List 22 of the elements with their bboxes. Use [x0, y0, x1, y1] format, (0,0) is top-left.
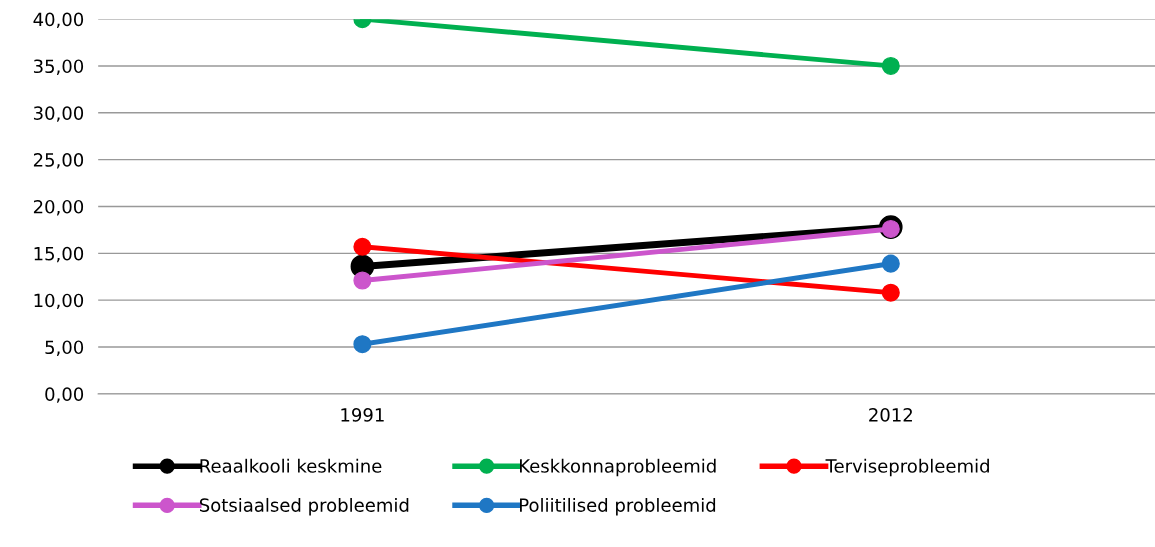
y-tick-label: 20,00	[33, 199, 84, 216]
point	[881, 283, 900, 302]
y-tick-label: 30,00	[33, 106, 84, 122]
y-tick-label: 40,00	[33, 12, 84, 29]
point	[353, 271, 372, 290]
y-tick-label: 25,00	[33, 153, 84, 169]
legend-label: Sotsiaalsed probleemid	[199, 497, 409, 516]
x-tick-label: 2012	[869, 408, 912, 422]
x-tick-label: 1991	[341, 408, 384, 422]
y-tick-label: 5,00	[45, 340, 84, 356]
point	[881, 56, 900, 76]
y-tick-label: 0,00	[45, 387, 84, 403]
y-tick-label: 35,00	[33, 59, 84, 75]
legend-label: Keskkonnaprobleemid	[520, 458, 716, 477]
legend-label: Poliitilised probleemid	[520, 497, 716, 516]
point	[353, 237, 372, 256]
point	[881, 254, 900, 273]
legend-label: Terviseprobleemid	[825, 458, 989, 477]
y-tick-label: 15,00	[34, 246, 84, 263]
y-tick-label: 10,00	[34, 293, 84, 310]
legend-label: Reaalkooli keskmine	[200, 458, 382, 473]
point	[353, 335, 372, 354]
